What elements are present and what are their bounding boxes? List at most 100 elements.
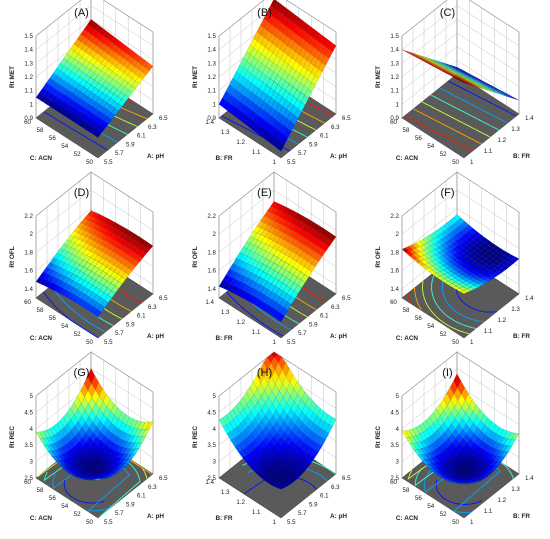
- surface-cell: [469, 75, 477, 79]
- left-axis-tick-label: 56: [49, 135, 56, 142]
- surface-cell: [448, 442, 457, 452]
- right-axis-tick-label: 5.7: [115, 150, 124, 157]
- z-tick-label: 2: [396, 231, 400, 238]
- z-tick-label: 3: [213, 459, 217, 466]
- left-axis-tick-label: 54: [427, 503, 434, 510]
- z-axis-title: Rt MET: [192, 66, 199, 88]
- surface-cell: [438, 64, 446, 68]
- surface-cell: [476, 273, 485, 278]
- surface-cell: [249, 458, 258, 466]
- z-tick-label: 1: [213, 101, 217, 108]
- surface-cell: [464, 458, 472, 466]
- surface-cell: [233, 280, 242, 289]
- left-axis-tick-label: 1.1: [252, 149, 261, 156]
- surface-cell: [464, 77, 473, 82]
- surface-cell: [287, 479, 296, 484]
- z-tick-label: 0.9: [24, 115, 33, 122]
- surface-cell: [434, 454, 443, 462]
- surface-cell: [90, 479, 98, 481]
- response-surface: [35, 210, 154, 318]
- left-axis-tick-label: 1.4: [205, 299, 214, 306]
- surface-cell: [450, 66, 459, 71]
- right-axis-tick-label: 5.5: [287, 519, 296, 526]
- z-axis-title: Rt OFL: [375, 246, 382, 267]
- left-axis-tick-label: 1.1: [252, 329, 261, 336]
- panel-d: 1.4 1.6 1.8 2 2.2 Rt OFL 50 52 54 56 58 60 C: ACN 5.5…: [9, 171, 168, 346]
- panel-a: 0.9 1 1.1 1.2 1.3 1.4 1.5 Rt MET 50 52 54 56 58 60 C: …: [9, 0, 168, 166]
- right-axis-tick-label: 1.2: [498, 137, 507, 144]
- surface-cell: [446, 69, 454, 73]
- surface-cell: [459, 78, 467, 83]
- right-axis-tick-label: 6.1: [320, 493, 329, 500]
- surface-cell: [437, 63, 446, 67]
- surface-cell: [455, 70, 464, 75]
- surface-cell: [240, 429, 249, 440]
- contour-line: [431, 270, 476, 329]
- left-axis-tick-label: 54: [427, 323, 434, 330]
- surface-cell: [478, 83, 487, 87]
- surface-cell: [283, 301, 292, 311]
- surface-cell: [441, 441, 450, 450]
- surface-cell: [444, 71, 452, 75]
- surface-cell: [128, 85, 136, 94]
- right-axis-tick-label: 6.3: [148, 484, 157, 491]
- surface-cell: [426, 246, 435, 252]
- surface-cell: [460, 74, 468, 79]
- z-tick-label: 4: [30, 426, 34, 433]
- surface-cell: [110, 466, 119, 471]
- surface-cell: [469, 74, 477, 78]
- surface-cell: [247, 63, 255, 74]
- surface-cell: [503, 92, 512, 97]
- surface-cell: [237, 282, 246, 291]
- surface-cell: [458, 77, 467, 82]
- surface-cell: [487, 89, 495, 93]
- right-axis-title: B: FR: [513, 513, 530, 520]
- surface-cell: [508, 439, 516, 447]
- contour-line: [413, 108, 482, 145]
- surface-cell: [454, 75, 463, 80]
- surface-cell: [454, 67, 462, 72]
- left-axis-tick-label: 50: [452, 519, 459, 526]
- contour-line: [50, 285, 106, 333]
- z-tick-label: 5: [396, 393, 400, 400]
- surface-cell: [504, 93, 512, 98]
- surface-cell: [468, 78, 476, 83]
- surface-cell: [35, 276, 44, 284]
- surface-cell: [454, 68, 463, 73]
- surface-cell: [60, 427, 68, 438]
- surface-cell: [475, 82, 483, 86]
- surface-cell: [280, 484, 289, 488]
- surface-cell: [313, 223, 321, 232]
- surface-cell: [438, 255, 447, 262]
- surface-cell: [450, 269, 459, 274]
- surface-cell: [484, 83, 493, 87]
- right-axis-tick-label: 1: [470, 519, 474, 526]
- surface-cell: [287, 121, 295, 132]
- surface-cell: [504, 262, 513, 268]
- left-axis-tick-label: 50: [452, 339, 459, 346]
- right-axis-tick-label: 6.1: [320, 313, 329, 320]
- surface-cell: [501, 451, 509, 457]
- surface-cell: [421, 59, 429, 64]
- surface-cell: [51, 102, 59, 111]
- panel-label: (D): [74, 187, 89, 199]
- surface-cell: [328, 416, 337, 427]
- surface-cell: [310, 441, 319, 450]
- right-axis-tick-label: 6.1: [137, 133, 146, 140]
- surface-cell: [466, 81, 474, 86]
- panel-label: (F): [440, 187, 454, 199]
- surface-cell: [465, 475, 474, 480]
- surface-cell: [234, 444, 242, 453]
- right-axis-tick-label: 1.3: [511, 126, 520, 133]
- right-axis-tick-label: 5.7: [298, 330, 307, 337]
- surface-cell: [496, 258, 505, 264]
- surface-cell: [490, 272, 499, 278]
- left-axis-tick-label: 58: [37, 487, 44, 494]
- surface-cell: [299, 66, 308, 77]
- surface-cell: [54, 279, 63, 287]
- right-axis-title: B: FR: [513, 153, 530, 160]
- surface-cell: [443, 63, 452, 68]
- z-tick-label: 4: [396, 426, 400, 433]
- surface-cell: [264, 474, 273, 480]
- surface-cell: [222, 282, 231, 291]
